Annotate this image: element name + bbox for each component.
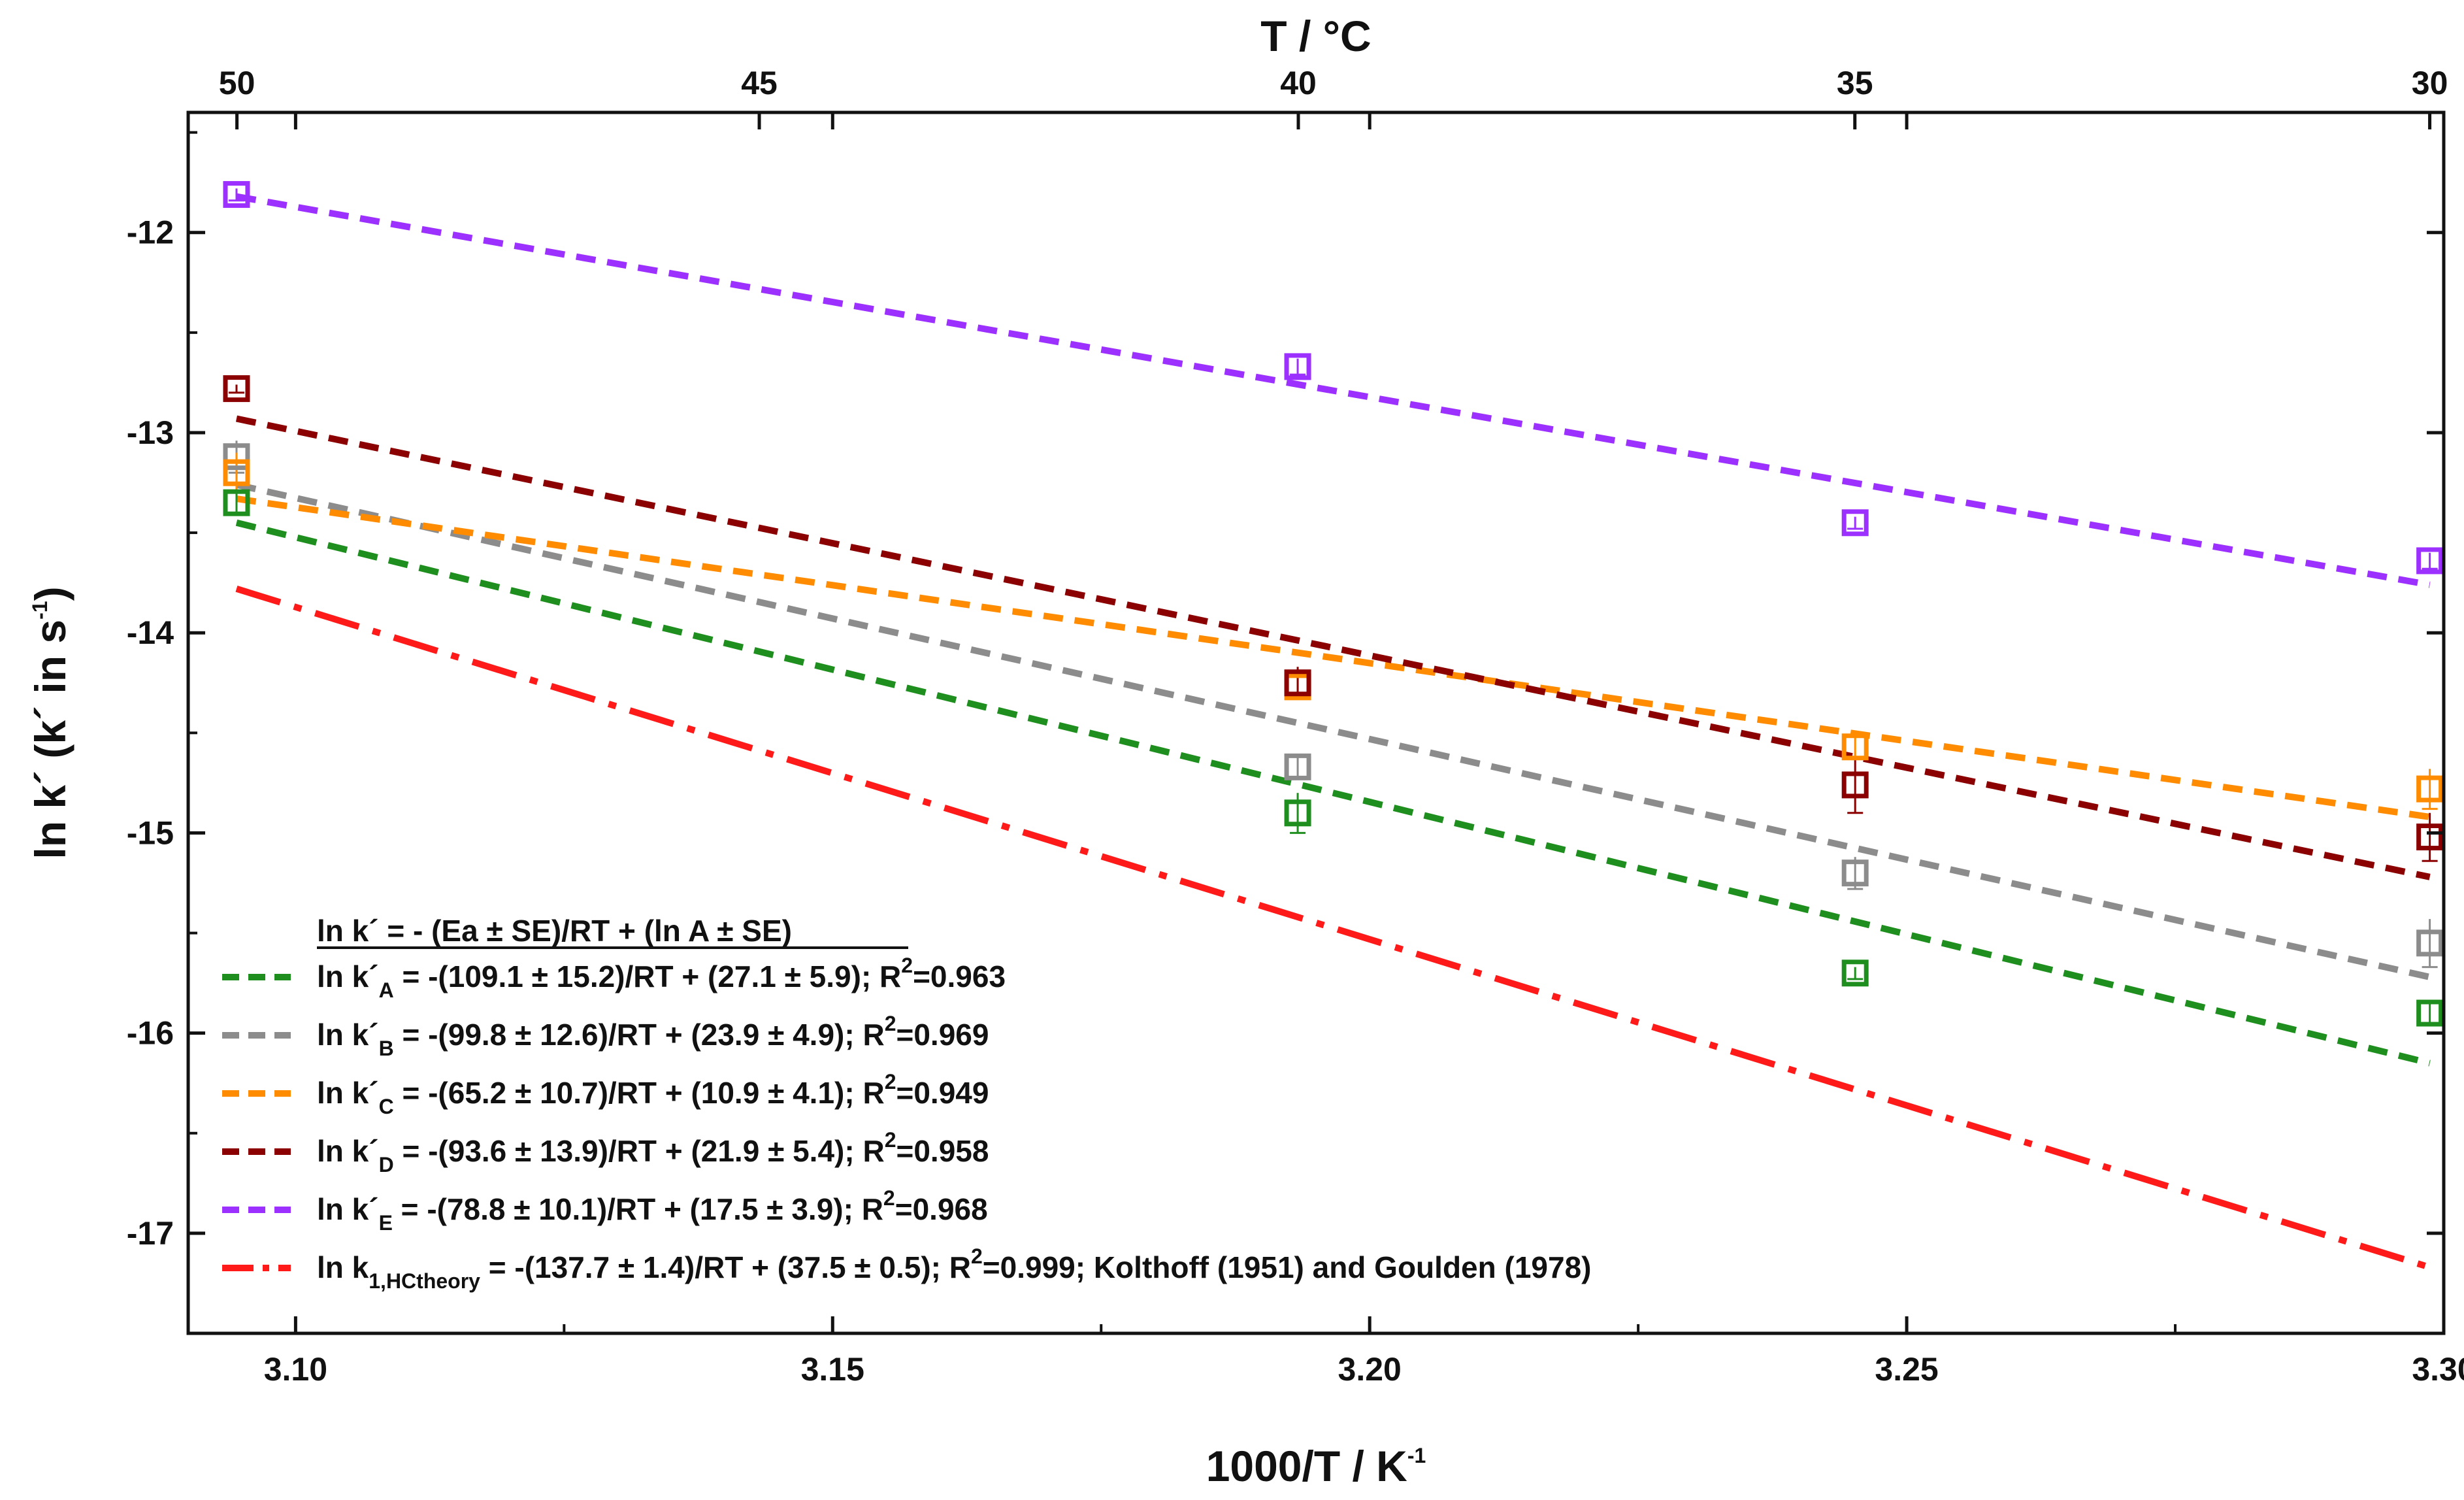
top-tick-label: 50 — [219, 65, 255, 101]
legend-entry-C: ln k´C = -(65.2 ± 10.7)/RT + (10.9 ± 4.1… — [317, 1070, 989, 1118]
x-tick-label: 3.15 — [801, 1351, 864, 1388]
data-point-E — [1841, 509, 1869, 537]
y-tick-label: -15 — [127, 814, 174, 851]
data-points — [223, 181, 2444, 1027]
data-point-B — [223, 443, 250, 471]
fit-line-A — [235, 519, 2431, 1067]
legend: ln k´ = - (Ea ± SE)/RT + (ln A ± SE) ln k… — [222, 914, 1591, 1293]
y-tick-label: -14 — [127, 614, 174, 651]
data-point-C — [223, 459, 250, 486]
x-tick-label: 3.10 — [264, 1351, 327, 1388]
data-point-D — [2416, 824, 2444, 851]
legend-header: ln k´ = - (Ea ± SE)/RT + (ln A ± SE) — [317, 914, 792, 948]
data-point-A — [1841, 959, 1869, 987]
top-tick-label: 40 — [1280, 65, 1317, 101]
data-point-B — [2416, 929, 2444, 957]
legend-entry-B: ln k´B = -(99.8 ± 12.6)/RT + (23.9 ± 4.9… — [317, 1012, 989, 1060]
x-tick-label: 3.25 — [1875, 1351, 1938, 1388]
top-tick-label: 35 — [1837, 65, 1873, 101]
data-point-D — [223, 375, 250, 403]
data-point-A — [1284, 799, 1311, 827]
axes: 3.10 3.15 3.20 3.25 3.30 -12 -13 -14 -15 -16 -17 50… — [26, 12, 2464, 1490]
y-tick-label: -16 — [127, 1015, 174, 1052]
x-tick-label: 3.30 — [2412, 1351, 2464, 1388]
fit-line-B — [235, 481, 2431, 980]
data-point-E — [2416, 547, 2444, 575]
plot-frame — [186, 110, 2446, 1335]
legend-entry-D: ln k´D = -(93.6 ± 13.9)/RT + (21.9 ± 5.4… — [317, 1128, 989, 1176]
data-point-D — [1841, 771, 1869, 799]
data-point-E — [1284, 353, 1311, 380]
data-point-A — [223, 489, 250, 516]
data-point-A — [2416, 999, 2444, 1027]
top-tick-label: 45 — [741, 65, 778, 101]
fit-lines — [235, 193, 2431, 1271]
error-bars — [228, 188, 2438, 1024]
top-tick-label: 30 — [2412, 65, 2448, 101]
y-axis-title: ln k´ (k´ in s-1) — [26, 586, 74, 859]
data-point-B — [1284, 753, 1311, 780]
x-axis-title: 1000/T / K-1 — [1206, 1442, 1426, 1490]
x-tick-label: 3.20 — [1338, 1351, 1402, 1388]
theory-line — [235, 586, 2431, 1271]
data-point-B — [1841, 859, 1869, 887]
data-point-E — [223, 181, 250, 208]
data-point-C — [1841, 733, 1869, 761]
top-axis-title: T / °C — [1260, 12, 1371, 60]
legend-entry-A: ln k´A = -(109.1 ± 15.2)/RT + (27.1 ± 5.… — [317, 954, 1006, 1002]
y-tick-label: -12 — [127, 214, 174, 251]
fit-line-D — [235, 415, 2431, 880]
y-tick-label: -13 — [127, 414, 174, 451]
data-point-D — [1284, 669, 1311, 697]
data-point-C — [2416, 775, 2444, 803]
legend-entry-theory: ln k1,HCtheory = -(137.7 ± 1.4)/RT + (37… — [317, 1244, 1591, 1293]
fit-line-C — [236, 495, 2431, 820]
y-tick-label: -17 — [127, 1215, 174, 1252]
legend-entry-E: ln k´E = -(78.8 ± 10.1)/RT + (17.5 ± 3.9… — [317, 1186, 988, 1235]
fit-line-E — [236, 193, 2431, 588]
